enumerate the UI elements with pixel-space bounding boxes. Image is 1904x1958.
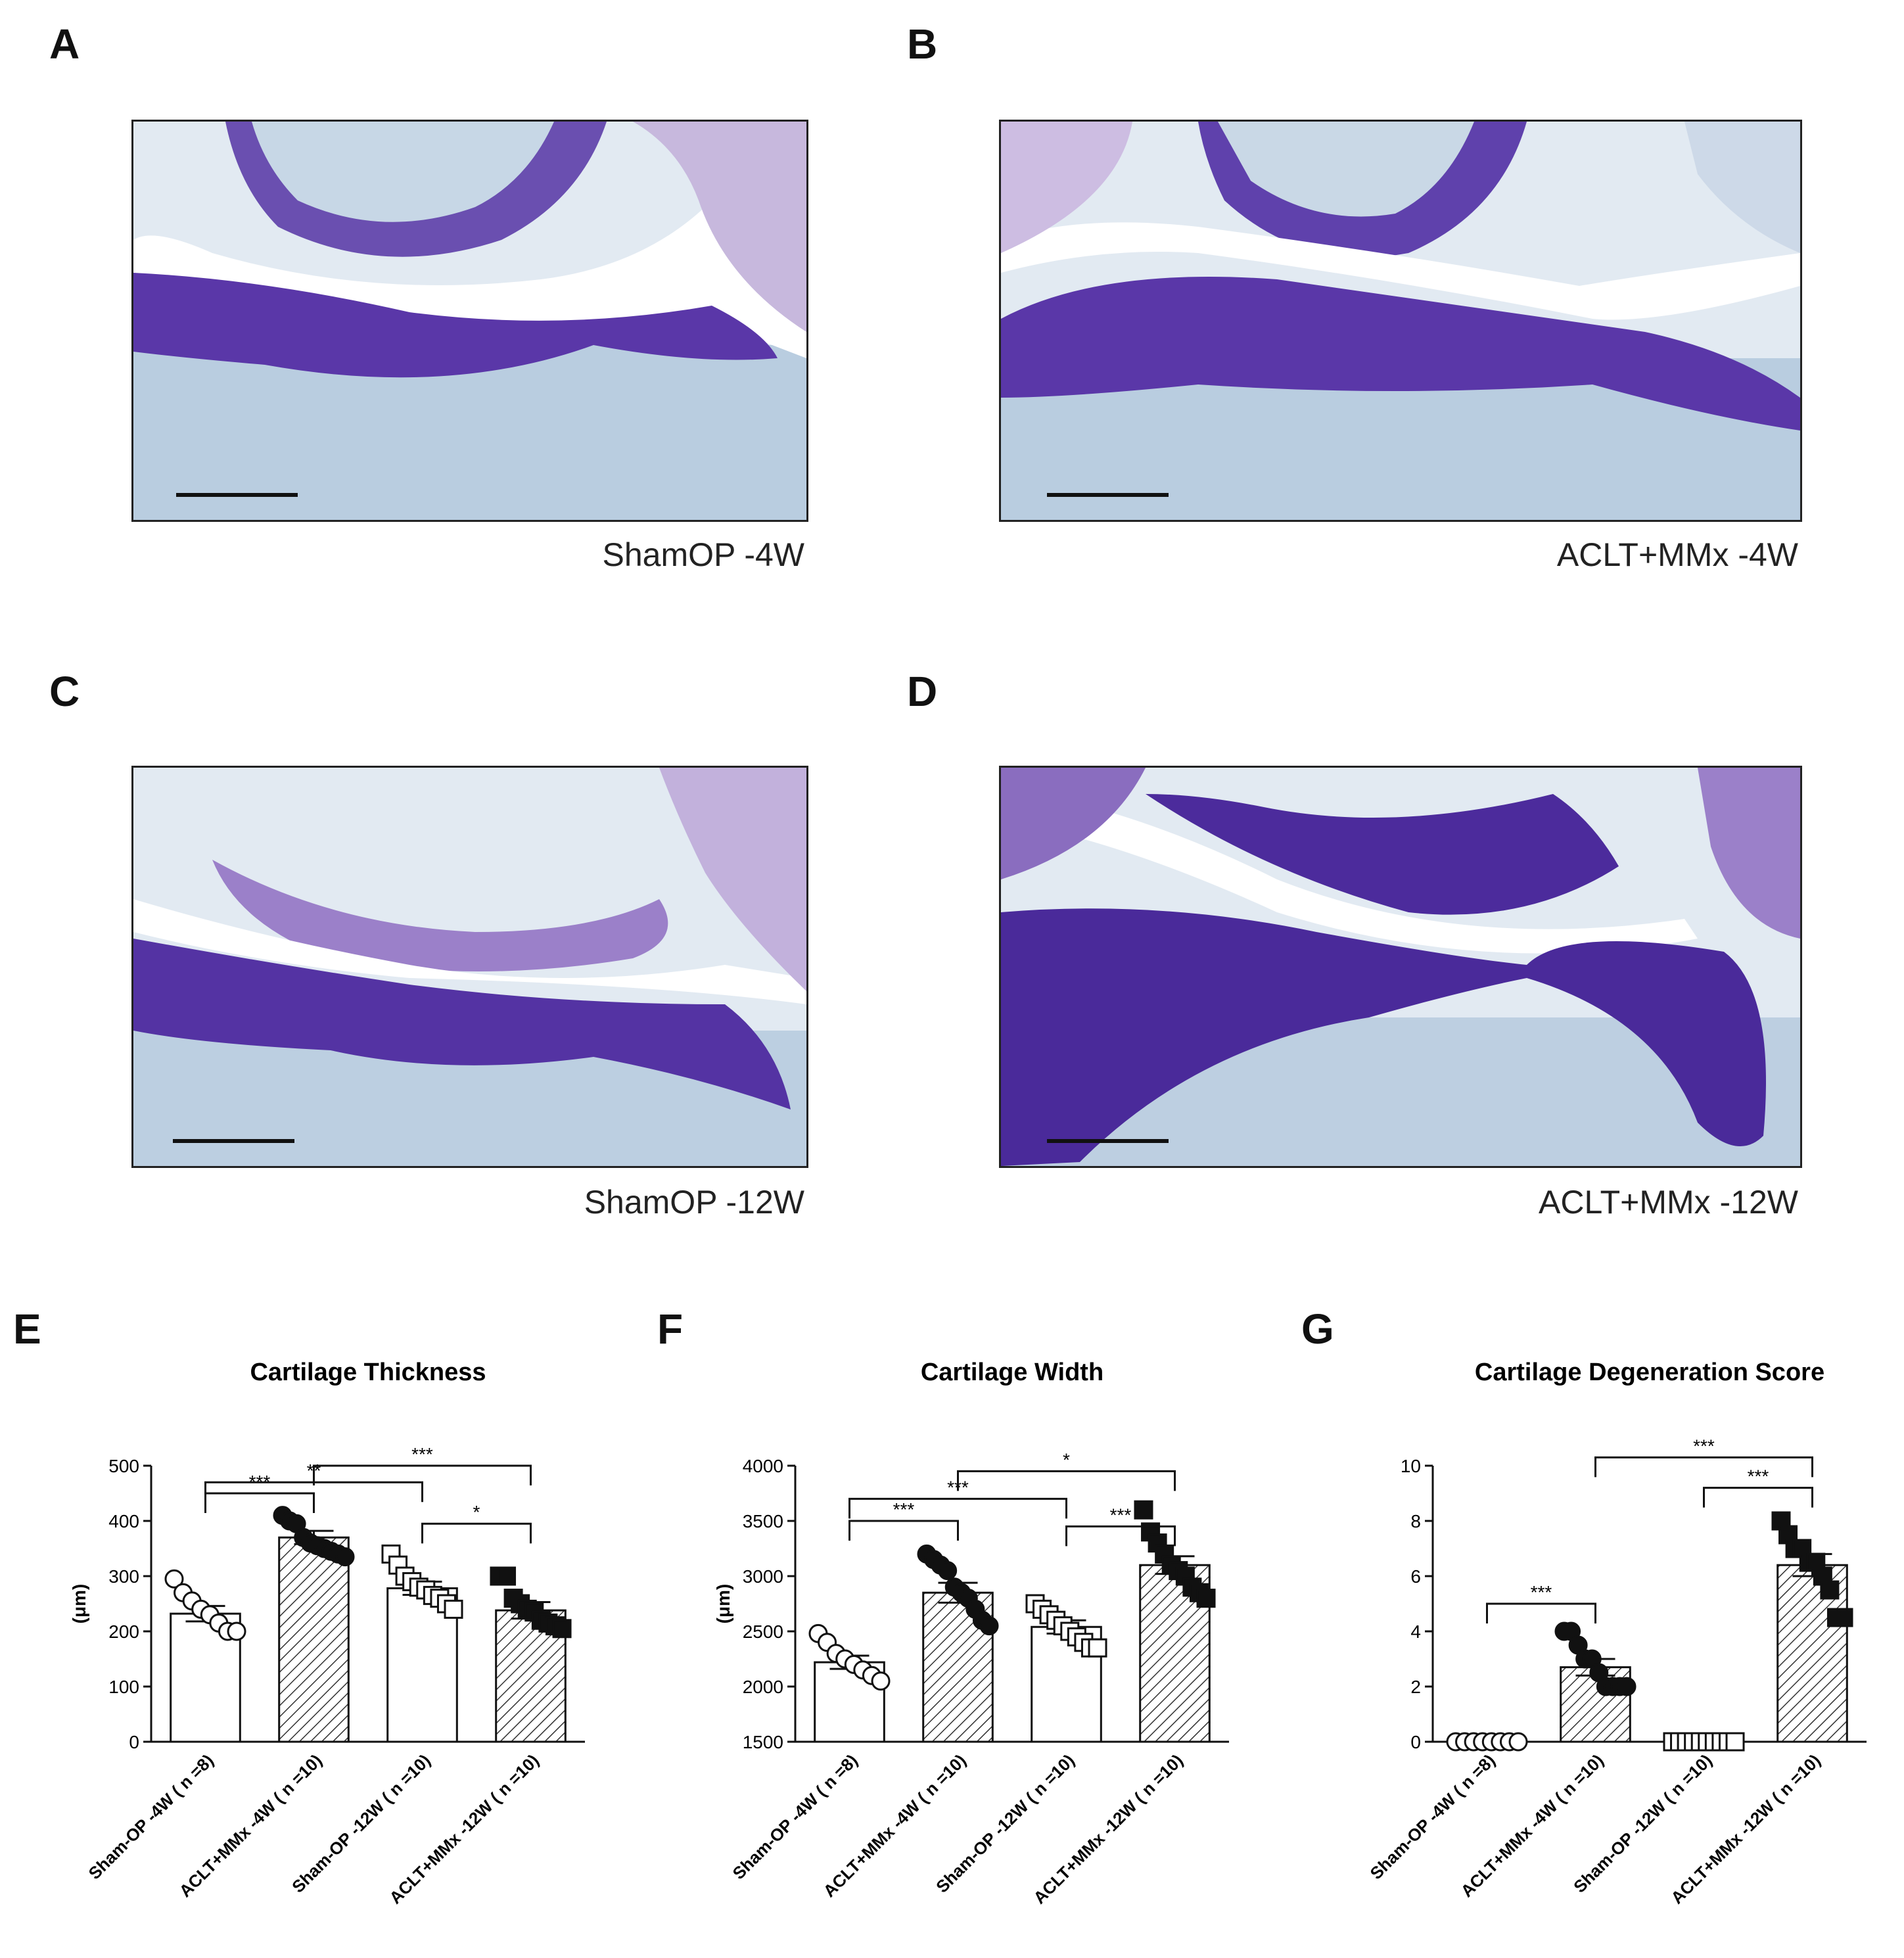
data-point	[497, 1566, 517, 1586]
data-point	[335, 1547, 355, 1567]
significance-label: ***	[1531, 1582, 1552, 1602]
y-tick-label: 0	[1410, 1732, 1421, 1752]
bar	[278, 1536, 350, 1743]
significance-label: ***	[411, 1444, 433, 1464]
data-point	[1508, 1732, 1528, 1752]
data-point	[1725, 1732, 1745, 1752]
chart-cartilage-thickness: Cartilage Thickness 0 100 200 300 400 500 (μm) S…	[39, 1354, 618, 1946]
y-tick-label: 8	[1410, 1511, 1421, 1531]
significance-label: *	[1063, 1449, 1070, 1470]
y-tick-label: 4	[1410, 1621, 1421, 1642]
y-tick-label: 400	[108, 1511, 139, 1531]
caption-b: ACLT+MMx -4W	[1556, 536, 1798, 573]
chart-cartilage-width: Cartilage Width 1500 2000 2500 3000 3500 4000 (…	[684, 1354, 1262, 1946]
chart-title: Cartilage Width	[921, 1359, 1103, 1386]
micrograph-d	[999, 766, 1802, 1168]
y-tick-label: 300	[108, 1566, 139, 1587]
significance-bracket	[1594, 1456, 1813, 1478]
y-tick-label: 10	[1401, 1456, 1421, 1476]
significance-label: ***	[1110, 1504, 1132, 1525]
y-tick-label: 2000	[743, 1677, 783, 1697]
significance-bracket	[957, 1470, 1176, 1491]
y-tick-label: 6	[1410, 1566, 1421, 1587]
chart-title: Cartilage Degeneration Score	[1475, 1359, 1824, 1386]
significance-label: ***	[893, 1499, 915, 1520]
data-point	[1196, 1589, 1216, 1608]
significance-label: ***	[1748, 1466, 1769, 1487]
y-axis-label: (μm)	[69, 1584, 89, 1624]
data-point	[1617, 1677, 1637, 1696]
panel-letter-e: E	[13, 1305, 41, 1353]
x-tick-label: Sham-OP -4W ( n =8)	[729, 1750, 862, 1883]
y-tick-label: 0	[129, 1732, 139, 1752]
data-point	[871, 1671, 891, 1691]
chart-degeneration-score: Cartilage Degeneration Score 0 2 4 6 8 10 Sham-…	[1321, 1354, 1899, 1946]
data-point	[444, 1599, 463, 1619]
data-point	[979, 1616, 999, 1636]
micrograph-b	[999, 120, 1802, 522]
y-tick-label: 3500	[743, 1511, 783, 1531]
significance-bracket	[848, 1520, 959, 1541]
significance-label: ***	[1693, 1435, 1715, 1456]
significance-bracket	[1703, 1487, 1813, 1508]
panel-letter-f: F	[657, 1305, 684, 1353]
significance-bracket	[1065, 1525, 1176, 1547]
significance-bracket	[848, 1497, 1067, 1519]
caption-d: ACLT+MMx -12W	[1539, 1184, 1798, 1221]
caption-c: ShamOP -12W	[584, 1184, 804, 1221]
chart-title: Cartilage Thickness	[250, 1359, 486, 1386]
y-tick-label: 100	[108, 1677, 139, 1697]
y-tick-label: 200	[108, 1621, 139, 1642]
x-tick-label: Sham-OP -4W ( n =8)	[85, 1750, 218, 1883]
panel-letter-d: D	[907, 668, 938, 715]
y-tick-label: 2500	[743, 1621, 783, 1642]
significance-label: *	[473, 1502, 480, 1522]
micrograph-c	[131, 766, 808, 1168]
x-tick-label: Sham-OP -4W ( n =8)	[1366, 1750, 1499, 1883]
y-axis-label: (μm)	[713, 1584, 733, 1624]
panel-letter-a: A	[49, 20, 80, 68]
data-point	[938, 1561, 958, 1581]
data-point	[1820, 1580, 1840, 1600]
data-point	[1134, 1500, 1153, 1520]
panel-letter-b: B	[907, 20, 938, 68]
caption-a: ShamOP -4W	[602, 536, 805, 573]
y-tick-label: 1500	[743, 1732, 783, 1752]
data-point	[1834, 1608, 1853, 1627]
y-tick-label: 2	[1410, 1677, 1421, 1697]
significance-bracket	[1486, 1602, 1596, 1623]
significance-bracket	[313, 1464, 532, 1485]
data-point	[164, 1569, 184, 1589]
significance-bracket	[421, 1522, 532, 1544]
data-point	[227, 1621, 246, 1641]
data-point	[1088, 1638, 1107, 1658]
micrograph-a	[131, 120, 808, 522]
y-tick-label: 4000	[743, 1456, 783, 1476]
y-tick-label: 500	[108, 1456, 139, 1476]
panel-letter-c: C	[49, 668, 80, 715]
panel-letter-g: G	[1301, 1305, 1334, 1353]
significance-bracket	[204, 1492, 315, 1513]
y-tick-label: 3000	[743, 1566, 783, 1587]
data-point	[552, 1619, 572, 1639]
